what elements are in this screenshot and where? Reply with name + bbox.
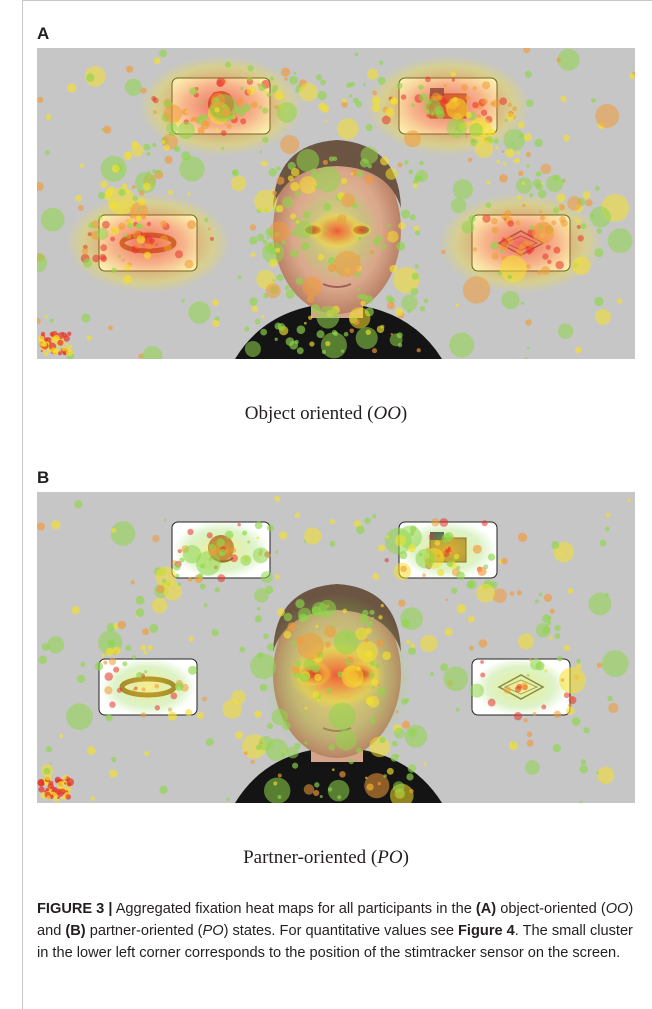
panel-b-condition-label: Partner-oriented (PO) (243, 847, 409, 868)
panel-b-heatmap (37, 492, 635, 803)
figure-frame-left (22, 0, 23, 1009)
panel-a-label: A (37, 24, 50, 43)
figure-caption: FIGURE 3 | Aggregated fixation heat maps… (37, 901, 634, 961)
heatmap-svg (37, 492, 635, 803)
heatmap-svg (37, 48, 635, 359)
figure-frame-top (22, 0, 652, 1)
fixation-heat-overlay (37, 495, 631, 803)
panel-a-heatmap (37, 48, 635, 359)
fixation-heat-overlay (37, 48, 635, 359)
panel-b-label: B (37, 468, 50, 487)
panel-a-condition-label: Object oriented (OO) (244, 403, 408, 424)
